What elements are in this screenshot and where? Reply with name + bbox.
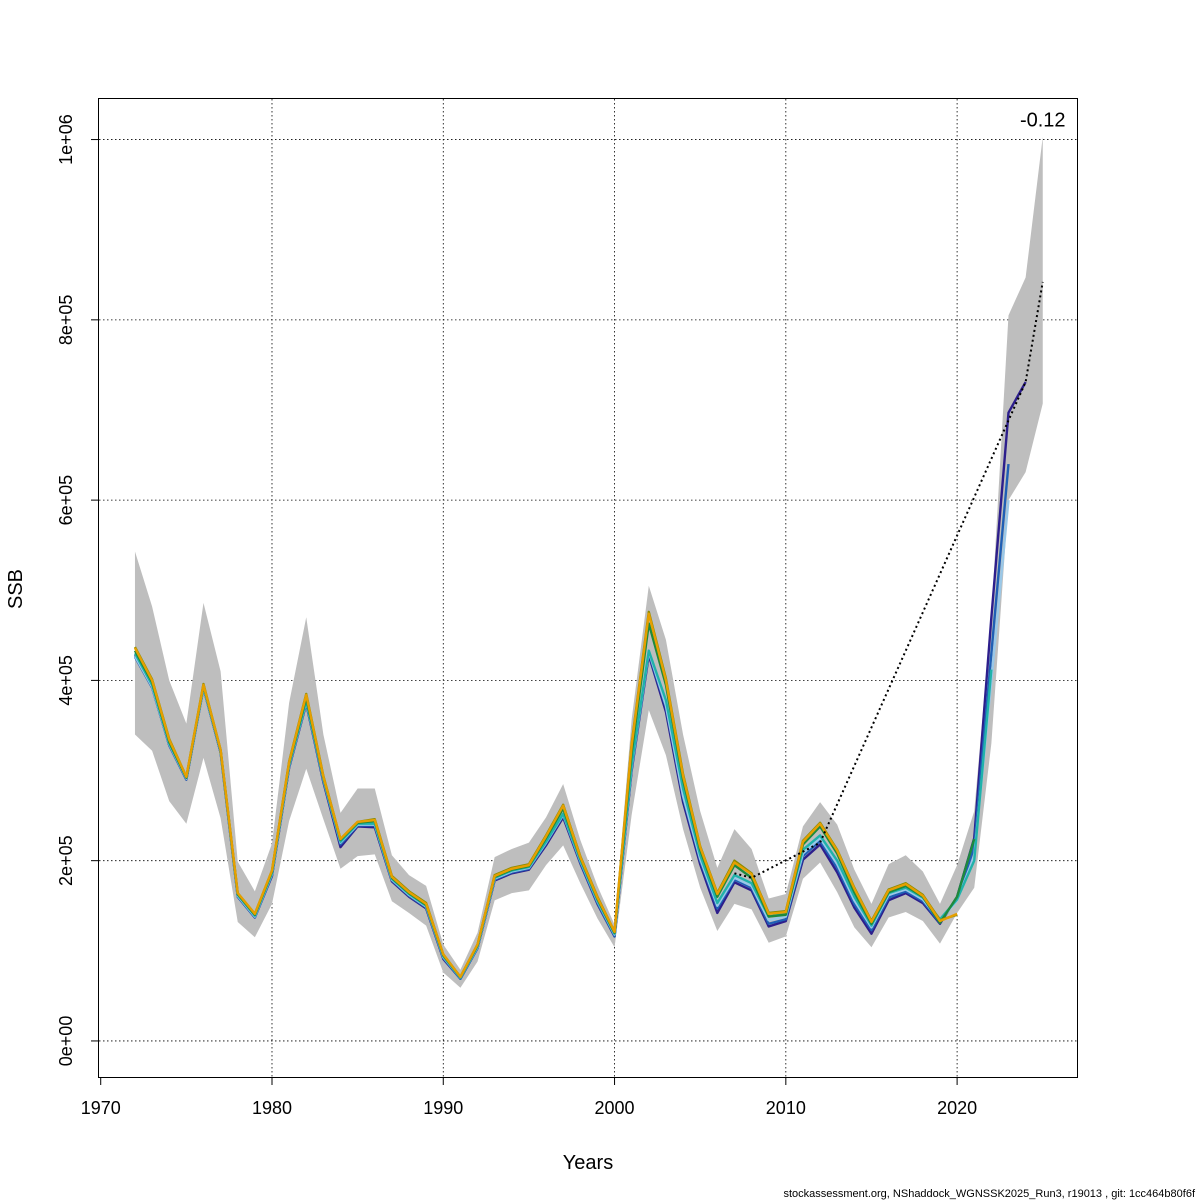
x-axis-title: Years — [563, 1152, 613, 1174]
y-tick-label-2: 4e+05 — [56, 655, 76, 706]
series-lines-layer — [133, 281, 1044, 980]
x-tick-label-1: 1980 — [252, 1098, 292, 1118]
x-tick-label-3: 2000 — [595, 1098, 635, 1118]
series-line-8 — [734, 281, 1044, 879]
x-tick-label-0: 1970 — [81, 1098, 121, 1118]
x-tick-label-4: 2010 — [766, 1098, 806, 1118]
confidence-band — [134, 136, 1043, 988]
y-tick-label-1: 2e+05 — [56, 835, 76, 886]
x-tick-label-2: 1990 — [423, 1098, 463, 1118]
y-tick-label-0: 0e+00 — [56, 1016, 76, 1067]
footer-text: stockassessment.org, NShaddock_WGNSSK202… — [783, 1188, 1195, 1200]
y-tick-label-3: 6e+05 — [56, 475, 76, 526]
y-tick-label-5: 1e+06 — [56, 114, 76, 165]
y-axis-title: SSB — [5, 569, 27, 609]
x-tick-label-5: 2020 — [937, 1098, 977, 1118]
axes: 1970 1980 1990 2000 2010 2020 0e+00 2e+05 4e+05 6… — [56, 114, 977, 1118]
y-tick-label-4: 8e+05 — [56, 295, 76, 346]
annotation-label: -0.12 — [1020, 109, 1066, 131]
series-line-7 — [133, 612, 958, 979]
confidence-band-layer — [134, 136, 1043, 988]
